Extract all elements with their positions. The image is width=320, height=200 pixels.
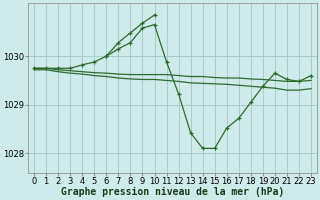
X-axis label: Graphe pression niveau de la mer (hPa): Graphe pression niveau de la mer (hPa) — [61, 187, 284, 197]
